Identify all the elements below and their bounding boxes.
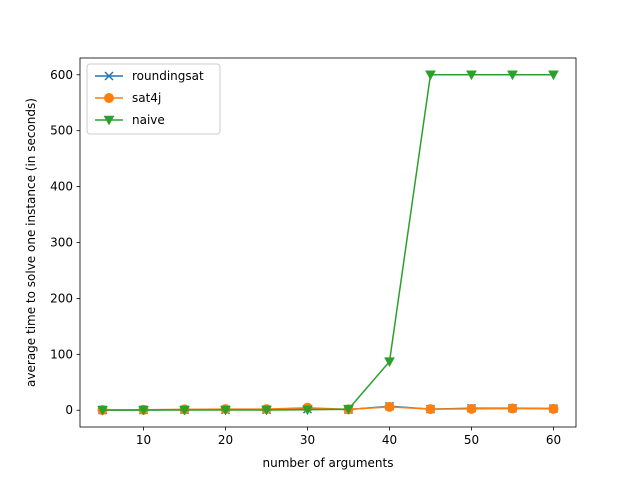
series-naive [97, 70, 559, 416]
legend-entry-sat4j: sat4j [95, 91, 161, 105]
data-point-naive [97, 405, 108, 416]
legend-entry-naive: naive [95, 113, 165, 127]
data-point-naive [302, 405, 313, 416]
series-line-naive [102, 74, 554, 411]
x-tick-label: 40 [382, 433, 397, 447]
y-tick-label: 0 [65, 403, 73, 417]
legend-label: roundingsat [132, 69, 204, 83]
data-point-sat4j [548, 403, 559, 414]
x-tick-label: 30 [300, 433, 315, 447]
data-point-naive [466, 70, 477, 81]
legend-box [86, 63, 221, 135]
data-point-sat4j [507, 403, 518, 414]
x-tick-label: 10 [136, 433, 151, 447]
x-axis-label: number of arguments [263, 456, 394, 470]
legend: roundingsat sat4j naive [86, 63, 221, 135]
y-tick-label: 100 [50, 347, 73, 361]
plot-frame [79, 57, 577, 428]
legend-entry-roundingsat: roundingsat [95, 69, 204, 83]
y-tick-label: 600 [50, 68, 73, 82]
legend-marker [103, 115, 115, 126]
data-point-naive [220, 405, 231, 416]
y-tick-label: 400 [50, 180, 73, 194]
y-tick-label: 500 [50, 124, 73, 138]
y-tick-label: 300 [50, 236, 73, 250]
legend-label: naive [132, 113, 165, 127]
data-point-naive [507, 70, 518, 81]
data-point-sat4j [425, 404, 436, 415]
legend-marker [104, 71, 114, 81]
y-axis-label: average time to solve one instance (in s… [24, 98, 38, 387]
x-tick-label: 60 [546, 433, 561, 447]
data-point-naive [548, 70, 559, 81]
data-point-naive [138, 405, 149, 416]
x-tick-label: 20 [218, 433, 233, 447]
x-tick-label: 50 [464, 433, 479, 447]
data-point-naive [179, 405, 190, 416]
data-point-naive [425, 70, 436, 81]
data-point-naive [261, 405, 272, 416]
data-point-sat4j [466, 403, 477, 414]
y-tick-label: 200 [50, 291, 73, 305]
legend-marker [104, 93, 114, 103]
series-layer [97, 70, 559, 416]
data-point-naive [384, 357, 395, 368]
legend-label: sat4j [132, 91, 161, 105]
data-point-sat4j [384, 401, 395, 412]
data-point-naive [343, 404, 354, 415]
